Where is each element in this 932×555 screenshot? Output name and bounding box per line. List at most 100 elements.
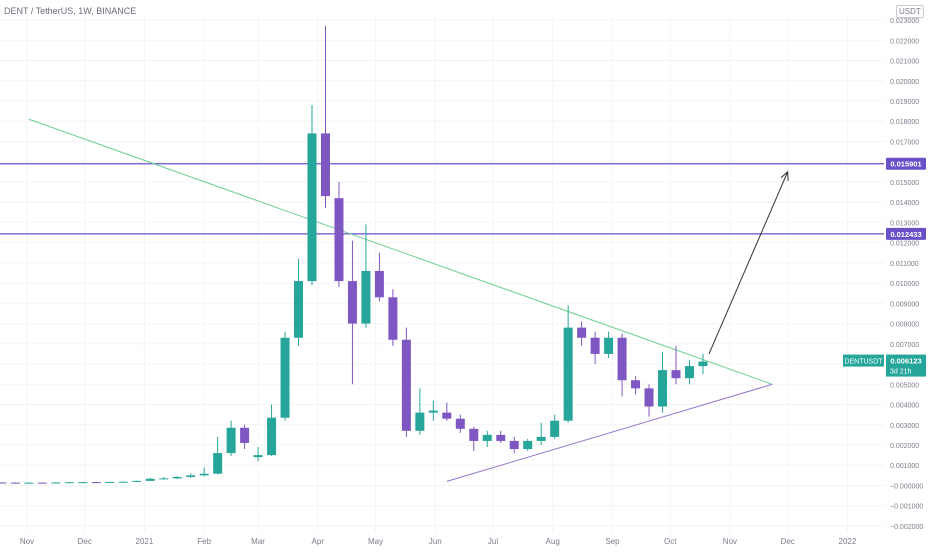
y-tick-label: 0.017000: [890, 139, 919, 146]
y-tick-label: 0.001000: [890, 463, 919, 470]
descending-trendline: [28, 118, 773, 385]
candle-up: [482, 434, 492, 441]
candle-up: [186, 475, 196, 477]
y-tick-label: 0.013000: [890, 220, 919, 227]
level-price-label: 0.012433: [890, 230, 921, 239]
y-tick-label: 0.008000: [890, 322, 919, 329]
y-tick-label: −0.002000: [890, 524, 923, 531]
candle-up: [428, 410, 438, 413]
candle-up: [280, 337, 290, 418]
x-tick-label: Apr: [312, 537, 325, 546]
y-tick-label: 0.021000: [890, 59, 919, 66]
candle-up: [523, 440, 533, 450]
candle-down: [37, 482, 47, 484]
candles: [0, 26, 708, 484]
ascending-trendline: [446, 383, 773, 482]
candle-up: [51, 482, 61, 484]
candle-up: [199, 473, 209, 476]
currency-badge[interactable]: USDT: [896, 5, 924, 18]
time-axis[interactable]: Nov Dec 2021 Feb Mar Apr May Jun Jul Aug Sep Oct Nov…: [20, 537, 857, 546]
candle-up: [294, 281, 304, 338]
y-tick-label: 0.022000: [890, 38, 919, 45]
price-axis[interactable]: 0.023000 0.022000 0.021000 0.020000 0.019000…: [890, 18, 923, 531]
candle-up: [24, 482, 34, 484]
x-tick-label: May: [368, 537, 383, 546]
y-tick-label: 0.002000: [890, 443, 919, 450]
projection-arrow: [708, 171, 789, 355]
symbol-tag-label: DENTUSDT: [844, 359, 883, 366]
y-tick-label: 0.015000: [890, 180, 919, 187]
bar-countdown: 3d 21h: [890, 369, 912, 376]
candle-down: [374, 270, 384, 298]
candle-down: [320, 133, 330, 197]
candle-up: [105, 481, 115, 483]
candle-up: [307, 133, 317, 282]
candle-down: [509, 440, 519, 450]
drawings: [0, 118, 884, 482]
candle-up: [658, 370, 668, 407]
level-price-tag: [886, 227, 926, 240]
candle-up: [159, 478, 169, 480]
candle-up: [78, 482, 88, 484]
chart-title: DENT / TetherUS, 1W, BINANCE: [4, 6, 137, 16]
x-tick-label: Feb: [197, 537, 211, 546]
x-tick-label: Nov: [723, 537, 737, 546]
x-tick-label: Sep: [605, 537, 620, 546]
candle-down: [347, 281, 357, 324]
y-tick-label: 0.009000: [890, 301, 919, 308]
y-tick-label: −0.001000: [890, 504, 923, 511]
x-tick-label: Mar: [251, 537, 265, 546]
candle-down: [91, 482, 101, 484]
x-tick-label: Aug: [546, 537, 560, 546]
y-tick-label: −0.000000: [890, 483, 923, 490]
last-price-value: 0.006123: [890, 357, 921, 366]
candle-up: [361, 270, 371, 324]
candle-up: [415, 412, 425, 431]
level-price-label: 0.015901: [890, 160, 921, 169]
candle-up: [550, 420, 560, 437]
y-tick-label: 0.019000: [890, 99, 919, 106]
candle-down: [671, 370, 681, 379]
price-labels: 0.015901 0.012433 DENTUSDT 0.006123 3d 21h: [843, 157, 926, 377]
projection-arrow-head: [780, 170, 789, 181]
candle-down: [469, 428, 479, 441]
y-tick-label: 0.018000: [890, 119, 919, 126]
candle-up: [563, 327, 573, 421]
y-tick-label: 0.012000: [890, 241, 919, 248]
candle-up: [536, 436, 546, 441]
x-tick-label: Nov: [20, 537, 34, 546]
candle-up: [64, 482, 74, 484]
y-tick-label: 0.023000: [890, 18, 919, 25]
candle-down: [401, 339, 411, 431]
candle-down: [455, 418, 465, 429]
candle-down: [388, 297, 398, 340]
candle-down: [442, 412, 452, 419]
candle-down: [617, 337, 627, 381]
candle-down: [334, 198, 344, 282]
y-tick-label: 0.014000: [890, 200, 919, 207]
candle-up: [172, 476, 182, 479]
level-price-tag: [886, 157, 926, 170]
y-tick-label: 0.003000: [890, 423, 919, 430]
y-tick-label: 0.005000: [890, 382, 919, 389]
candle-up: [226, 427, 236, 454]
candle-up: [604, 337, 614, 354]
x-tick-label: 2022: [839, 537, 857, 546]
x-tick-label: Jun: [429, 537, 442, 546]
grid: [0, 14, 884, 532]
y-tick-label: 0.020000: [890, 79, 919, 86]
candle-up: [213, 453, 223, 474]
y-tick-label: 0.007000: [890, 342, 919, 349]
x-tick-label: Dec: [78, 537, 92, 546]
candle-down: [0, 482, 7, 484]
x-tick-label: Oct: [664, 537, 677, 546]
x-tick-label: Jul: [488, 537, 498, 546]
candle-down: [631, 380, 641, 389]
candle-down: [240, 427, 250, 443]
candle-up: [253, 455, 263, 458]
symbol-tag: [843, 354, 884, 367]
candle-down: [644, 388, 654, 407]
candle-up: [267, 417, 277, 456]
